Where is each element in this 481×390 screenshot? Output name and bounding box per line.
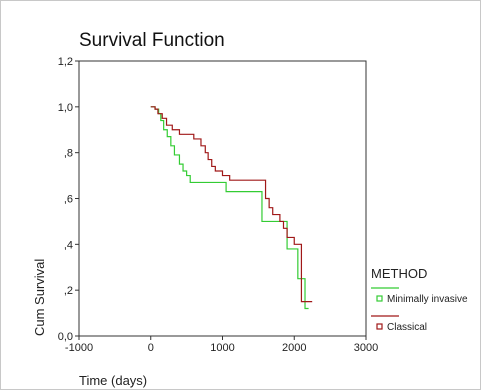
y-tick-label: ,6 bbox=[64, 194, 73, 206]
y-tick-label: 1,0 bbox=[58, 102, 73, 114]
x-tick-label: 1000 bbox=[210, 342, 234, 354]
chart-title: Survival Function bbox=[79, 30, 225, 51]
series-line-classical bbox=[150, 106, 313, 303]
x-axis-label: Time (days) bbox=[79, 373, 147, 388]
legend: METHOD Minimally invasive Classical bbox=[371, 266, 468, 333]
y-axis-label: Cum Survival bbox=[32, 259, 47, 336]
y-tick-label: ,4 bbox=[64, 239, 73, 251]
x-tick-label: -1000 bbox=[65, 342, 93, 354]
legend-marker bbox=[376, 323, 383, 330]
legend-label: Minimally invasive bbox=[387, 294, 468, 305]
x-tick-label: 0 bbox=[148, 342, 154, 354]
series-line-minimally-invasive bbox=[150, 106, 309, 310]
y-axis-label-group: Cum Survival bbox=[32, 259, 47, 336]
y-tick-label: 1,2 bbox=[58, 56, 73, 68]
x-tick-label: 3000 bbox=[354, 342, 378, 354]
y-tick-label: 0,0 bbox=[58, 331, 73, 343]
y-tick-label: ,2 bbox=[64, 285, 73, 297]
legend-marker bbox=[376, 295, 383, 302]
legend-title: METHOD bbox=[371, 266, 427, 281]
axis-ticks: -1000 0 1000 2000 3000 0,0 ,2 ,4 ,6 ,8 1,0 1,2 bbox=[58, 56, 379, 354]
y-tick-label: ,8 bbox=[64, 148, 73, 160]
plot-area bbox=[78, 60, 367, 337]
x-tick-label: 2000 bbox=[282, 342, 306, 354]
survival-curves bbox=[150, 106, 313, 310]
legend-label: Classical bbox=[387, 322, 427, 333]
